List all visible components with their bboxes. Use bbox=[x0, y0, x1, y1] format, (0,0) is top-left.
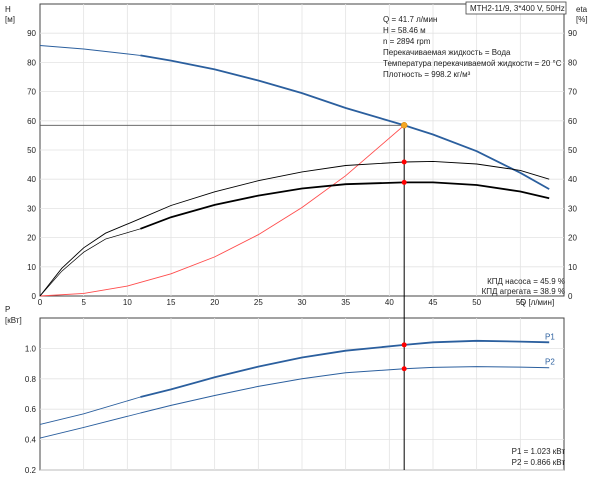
y-tick-label: 90 bbox=[27, 29, 36, 38]
right-y-tick-label: 10 bbox=[568, 263, 577, 272]
x-tick-label: 20 bbox=[210, 298, 219, 307]
system-curve bbox=[39, 124, 405, 297]
eta-unit-curve-thin bbox=[39, 228, 141, 297]
right-y-tick-label: 20 bbox=[568, 234, 577, 243]
y-tick-label: 0 bbox=[32, 292, 37, 301]
p2-pt-marker bbox=[401, 366, 407, 372]
p1-curve bbox=[140, 339, 550, 398]
right-y-tick-label: 40 bbox=[568, 175, 577, 184]
x-tick-label: 50 bbox=[472, 298, 481, 307]
p2-value-label: P2 = 0.866 кВт bbox=[512, 458, 566, 467]
model-box bbox=[465, 1, 567, 15]
x-tick-label: 40 bbox=[385, 298, 394, 307]
x-tick-label: 5 bbox=[81, 298, 86, 307]
x-tick-label: 55 bbox=[516, 298, 525, 307]
lower-series-group: P1 P2 bbox=[39, 332, 555, 439]
y-tick-label: 80 bbox=[27, 58, 36, 67]
head-curve-thin bbox=[39, 45, 141, 56]
y-tick-label: 20 bbox=[27, 234, 36, 243]
right-y-tick-label: 80 bbox=[568, 58, 577, 67]
eta-pump-pt-marker bbox=[401, 159, 407, 165]
y-tick-label: 60 bbox=[27, 117, 36, 126]
right-y-title: eta bbox=[576, 5, 588, 14]
x-tick-label: 15 bbox=[167, 298, 176, 307]
eta-pump-curve bbox=[39, 160, 550, 297]
right-y-unit: [%] bbox=[576, 15, 588, 24]
upper-y-title: H bbox=[5, 5, 11, 14]
head-curve bbox=[140, 54, 550, 190]
p1-value-label: P1 = 1.023 кВт bbox=[512, 447, 566, 456]
right-y-tick-label: 50 bbox=[568, 146, 577, 155]
info-speed: n = 2894 rpm bbox=[383, 37, 431, 46]
info-density: Плотность = 998.2 кг/м³ bbox=[383, 70, 471, 79]
x-tick-label: 35 bbox=[341, 298, 350, 307]
model-label: MTH2-11/9, 3*400 V, 50Hz bbox=[470, 4, 565, 13]
x-tick-label: 10 bbox=[123, 298, 132, 307]
lower-grid bbox=[40, 318, 564, 471]
info-block: Q = 41.7 л/мин H = 58.46 м n = 2894 rpm … bbox=[383, 15, 562, 79]
p2-curve-thin bbox=[39, 412, 141, 439]
p2-legend-label: P2 bbox=[545, 358, 555, 367]
upper-grid bbox=[40, 4, 564, 296]
y-tick-label: 50 bbox=[27, 146, 36, 155]
lower-y-unit: [кВт] bbox=[5, 316, 22, 325]
right-y-tick-label: 90 bbox=[568, 29, 577, 38]
x-tick-label: 30 bbox=[298, 298, 307, 307]
right-y-tick-label: 70 bbox=[568, 88, 577, 97]
eta-unit-label: КПД агрегата = 38.9 % bbox=[482, 287, 565, 296]
power-y-tick-label: 1.0 bbox=[25, 344, 37, 353]
y-tick-label: 30 bbox=[27, 204, 36, 213]
p2-curve bbox=[140, 366, 550, 414]
operating-point bbox=[400, 122, 408, 129]
y-tick-label: 40 bbox=[27, 175, 36, 184]
info-flow: Q = 41.7 л/мин bbox=[383, 15, 437, 24]
y-tick-label: 70 bbox=[27, 88, 36, 97]
x-axis-title: Q [л/мин] bbox=[520, 298, 554, 307]
p1-legend-label: P1 bbox=[545, 332, 555, 341]
right-y-tick-label: 60 bbox=[568, 117, 577, 126]
eta-pump-label: КПД насоса = 45.9 % bbox=[487, 277, 565, 286]
eta-unit-pt-marker bbox=[401, 179, 407, 185]
info-head: H = 58.46 м bbox=[383, 26, 426, 35]
eta-unit-curve bbox=[140, 181, 550, 230]
power-y-tick-label: 0.6 bbox=[25, 405, 37, 414]
right-y-tick-label: 0 bbox=[568, 292, 573, 301]
p1-curve-thin bbox=[39, 396, 141, 425]
p1-pt-marker bbox=[401, 342, 407, 348]
power-y-tick-label: 0.2 bbox=[25, 466, 37, 474]
lower-y-title: P bbox=[5, 305, 10, 314]
x-tick-label: 45 bbox=[429, 298, 438, 307]
power-y-tick-label: 0.8 bbox=[25, 375, 37, 384]
info-temperature: Температура перекачиваемой жидкости = 20… bbox=[383, 59, 562, 68]
upper-y-unit: [м] bbox=[5, 15, 15, 24]
y-tick-label: 10 bbox=[27, 263, 36, 272]
power-y-tick-label: 0.4 bbox=[25, 436, 37, 445]
upper-series-group bbox=[39, 45, 550, 470]
x-tick-label: 25 bbox=[254, 298, 263, 307]
x-tick-label: 0 bbox=[38, 298, 43, 307]
right-y-tick-label: 30 bbox=[568, 204, 577, 213]
info-liquid: Перекачиваемая жидкость = Вода bbox=[383, 48, 511, 57]
